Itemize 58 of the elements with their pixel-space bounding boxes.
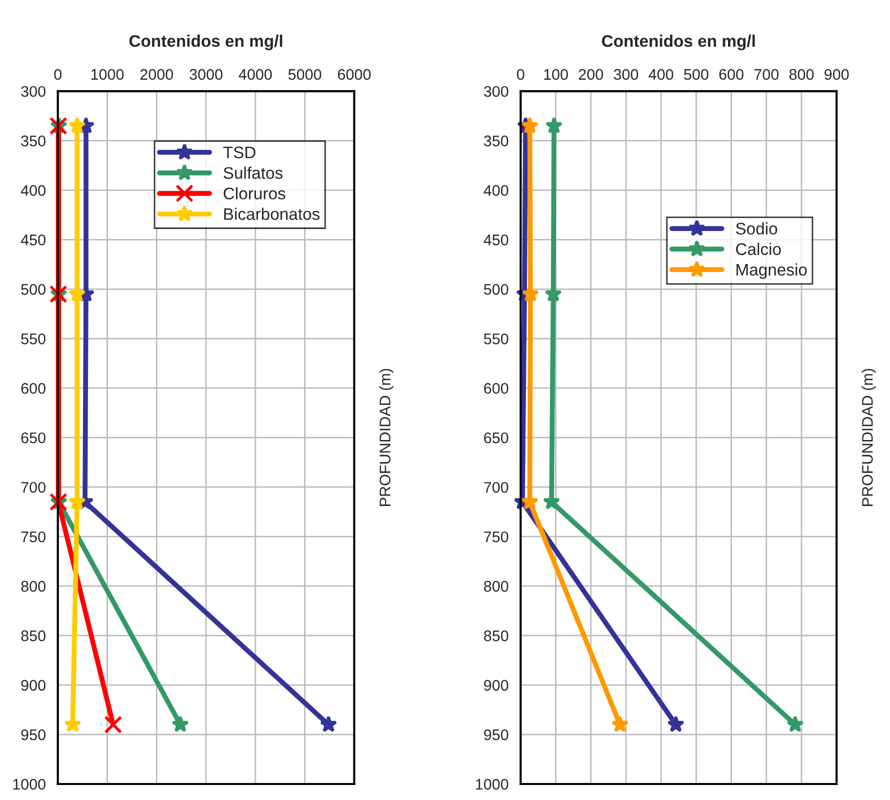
- y-tick-label: 850: [21, 630, 46, 642]
- y-tick-label: 450: [484, 234, 508, 246]
- x-tick-label: 200: [578, 69, 604, 80]
- x-tick-label: 600: [719, 69, 744, 80]
- y-tick-label: 900: [484, 680, 508, 691]
- x-tick-label: 3000: [190, 69, 222, 80]
- y-tick-label: 1000: [13, 778, 46, 790]
- y-tick-label: 300: [484, 86, 508, 97]
- y-tick-label: 500: [484, 284, 508, 295]
- legend-label: Sodio: [736, 222, 778, 235]
- x-tick-label: 100: [544, 69, 568, 80]
- y-tick-label: 600: [484, 382, 508, 394]
- y-axis-title: PROFUNDIDAD (m): [379, 368, 394, 506]
- y-tick-label: 1000: [476, 778, 508, 790]
- x-tick-label: 4000: [238, 69, 272, 80]
- y-tick-label: 900: [21, 680, 46, 691]
- x-tick-label: 500: [684, 69, 708, 80]
- x-tick-label: 0: [517, 69, 524, 80]
- x-tick-label: 6000: [338, 69, 371, 80]
- x-tick-label: 2000: [140, 69, 174, 80]
- x-tick-label: 700: [754, 69, 779, 80]
- y-tick-label: 400: [20, 185, 46, 196]
- y-tick-label: 650: [484, 432, 508, 444]
- x-tick-label: 5000: [288, 69, 322, 80]
- legend-label: Calcio: [736, 242, 781, 256]
- y-tick-label: 650: [21, 432, 46, 444]
- y-tick-label: 750: [21, 531, 46, 542]
- y-tick-label: 550: [21, 333, 46, 344]
- legend-label: Bicarbonatos: [224, 208, 320, 220]
- x-tick-label: 800: [789, 69, 814, 80]
- legend-label: Cloruros: [224, 187, 286, 200]
- y-tick-label: 350: [484, 136, 508, 146]
- x-tick-label: 1000: [91, 69, 124, 80]
- x-tick-label: 300: [614, 69, 638, 80]
- y-axis-title: PROFUNDIDAD (m): [862, 368, 876, 506]
- y-tick-label: 350: [21, 136, 46, 146]
- y-tick-label: 800: [484, 580, 508, 592]
- chart-title: Contenidos en mg/l: [129, 34, 282, 50]
- y-tick-label: 700: [21, 482, 46, 493]
- y-tick-label: 550: [484, 333, 508, 344]
- chart-title: Contenidos en mg/l: [602, 34, 755, 50]
- y-tick-label: 450: [20, 234, 46, 246]
- y-tick-label: 500: [21, 284, 46, 295]
- x-tick-label: 0: [54, 69, 62, 80]
- y-tick-label: 850: [484, 630, 508, 642]
- y-tick-label: 950: [484, 729, 508, 740]
- y-tick-label: 800: [21, 580, 46, 592]
- y-tick-label: 950: [21, 729, 46, 740]
- y-tick-label: 300: [21, 86, 46, 97]
- y-tick-label: 400: [484, 185, 508, 196]
- legend-label: TSD: [223, 146, 256, 158]
- legend-label: Magnesio: [736, 263, 807, 279]
- y-tick-label: 600: [21, 382, 46, 394]
- legend-label: Sulfatos: [224, 166, 282, 179]
- y-tick-label: 700: [484, 482, 508, 493]
- x-tick-label: 900: [824, 69, 849, 80]
- x-tick-label: 400: [648, 69, 674, 80]
- y-tick-label: 750: [484, 531, 508, 542]
